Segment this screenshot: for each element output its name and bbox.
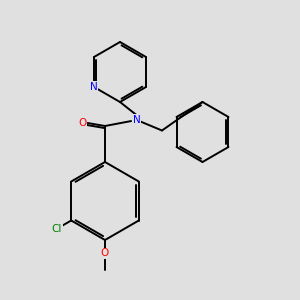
Text: O: O <box>78 118 87 128</box>
Text: N: N <box>90 82 98 92</box>
Text: O: O <box>101 248 109 259</box>
Text: Cl: Cl <box>52 224 62 234</box>
Text: N: N <box>133 115 140 125</box>
